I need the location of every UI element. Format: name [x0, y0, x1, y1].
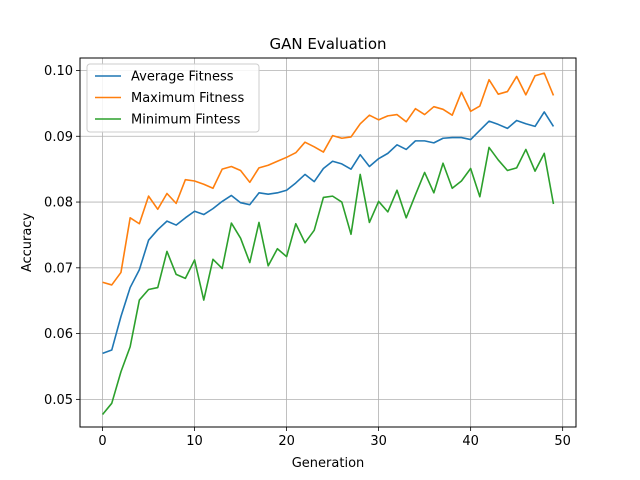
x-tick-label: 0 [98, 434, 106, 449]
series-line-average-fitness [102, 111, 555, 355]
y-tick-label: 0.07 [44, 261, 73, 276]
y-axis-title: Accuracy [20, 213, 35, 273]
x-tick-label: 30 [370, 434, 387, 449]
legend-box [86, 63, 260, 133]
y-tick-label: 0.05 [44, 393, 73, 408]
legend-label: Average Fitness [131, 70, 234, 85]
y-tick-label: 0.06 [44, 327, 73, 342]
legend-label: Minimum Fintess [131, 113, 241, 128]
x-tick-label: 20 [278, 434, 295, 449]
plot-area-frame [79, 57, 577, 428]
y-tick-label: 0.08 [44, 196, 73, 211]
series-line-maximum-fitness [102, 72, 555, 286]
x-tick-label: 10 [186, 434, 203, 449]
y-axis-ticks: 0.05 0.06 0.07 0.08 0.09 0.10 [44, 64, 80, 408]
x-axis-title: Generation [292, 456, 365, 471]
series-lines [101, 72, 555, 416]
legend: Average Fitness Maximum Fitness Minimum Fi… [86, 63, 260, 133]
y-tick-label: 0.10 [44, 64, 73, 79]
x-tick-label: 40 [462, 434, 479, 449]
x-axis-ticks: 0 10 20 30 40 50 [98, 427, 571, 449]
chart-title: GAN Evaluation [269, 35, 386, 53]
legend-label: Maximum Fitness [131, 91, 244, 106]
x-tick-label: 50 [554, 434, 571, 449]
y-tick-label: 0.09 [44, 130, 73, 145]
series-line-minimum-fintess [101, 146, 555, 416]
